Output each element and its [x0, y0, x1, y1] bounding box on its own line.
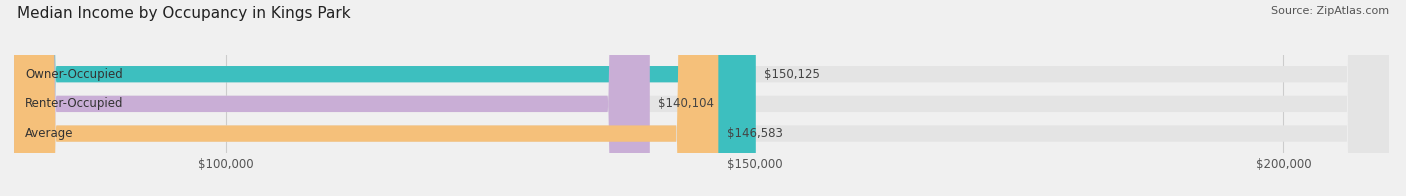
Text: $146,583: $146,583: [727, 127, 783, 140]
Text: Average: Average: [25, 127, 73, 140]
Text: Source: ZipAtlas.com: Source: ZipAtlas.com: [1271, 6, 1389, 16]
Text: Renter-Occupied: Renter-Occupied: [25, 97, 124, 110]
FancyBboxPatch shape: [14, 0, 718, 196]
FancyBboxPatch shape: [14, 0, 1389, 196]
Text: $140,104: $140,104: [658, 97, 714, 110]
FancyBboxPatch shape: [14, 0, 1389, 196]
FancyBboxPatch shape: [14, 0, 1389, 196]
Text: $150,125: $150,125: [763, 68, 820, 81]
FancyBboxPatch shape: [14, 0, 650, 196]
FancyBboxPatch shape: [14, 0, 756, 196]
Text: Median Income by Occupancy in Kings Park: Median Income by Occupancy in Kings Park: [17, 6, 350, 21]
Text: Owner-Occupied: Owner-Occupied: [25, 68, 122, 81]
